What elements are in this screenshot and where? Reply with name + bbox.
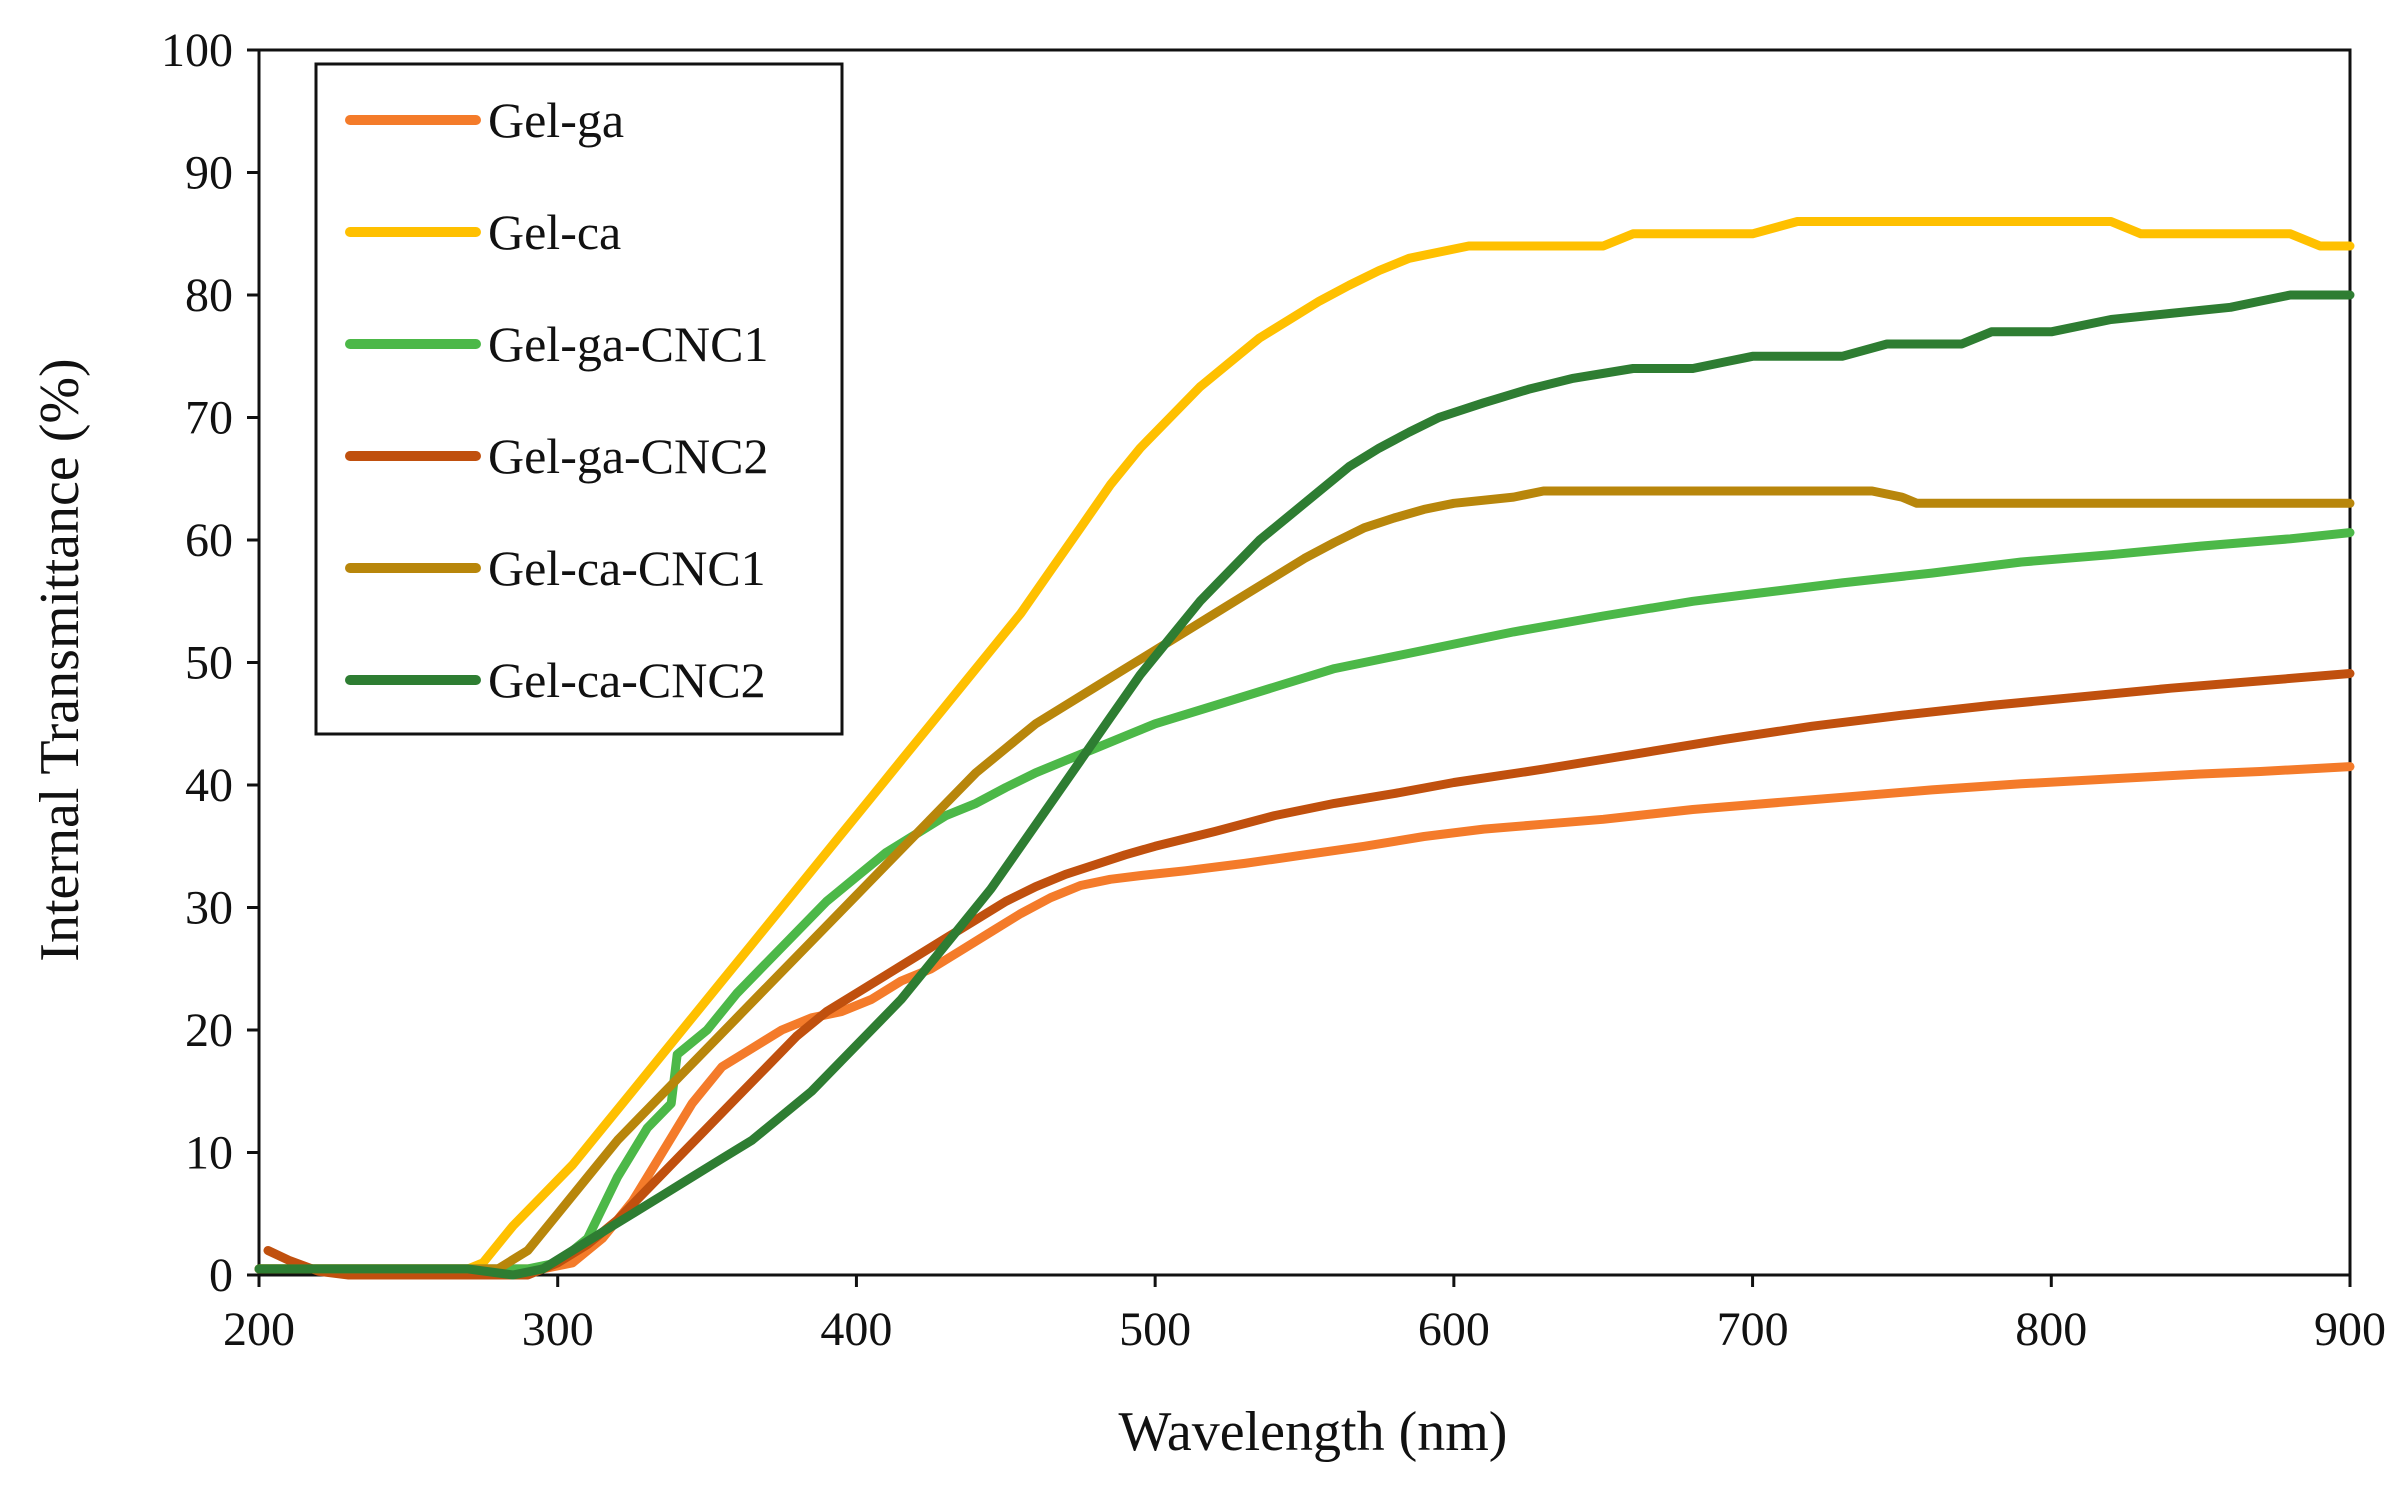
y-tick-label: 70	[185, 392, 233, 445]
x-tick-label: 300	[522, 1303, 594, 1356]
x-axis-ticks: 200 300 400 500 600 700 800 900	[223, 1275, 2386, 1356]
series-line-gel-ga	[254, 762, 2355, 1274]
y-tick-label: 20	[185, 1004, 233, 1057]
x-tick-label: 800	[2015, 1303, 2087, 1356]
y-tick-label: 0	[209, 1249, 233, 1302]
y-axis-title: Internal Transmittance (%)	[29, 358, 91, 961]
legend-label-gel-ca-cnc1: Gel-ca-CNC1	[488, 540, 766, 596]
y-tick-label: 90	[185, 147, 233, 200]
y-tick-label: 30	[185, 882, 233, 935]
series-lines	[254, 217, 2355, 1280]
series-line-gel-ca	[254, 217, 2355, 1274]
legend-label-gel-ca-cnc2: Gel-ca-CNC2	[488, 652, 766, 708]
x-tick-label: 200	[223, 1303, 295, 1356]
legend-label-gel-ga-cnc1: Gel-ga-CNC1	[488, 316, 769, 372]
x-tick-label: 500	[1119, 1303, 1191, 1356]
y-tick-label: 10	[185, 1127, 233, 1180]
legend-box	[314, 62, 844, 736]
y-tick-label: 60	[185, 514, 233, 567]
y-tick-label: 80	[185, 269, 233, 322]
legend-label-gel-ga: Gel-ga	[488, 92, 624, 148]
y-axis-ticks: 0 10 20 30 40 50 60 70 80 90 100	[161, 24, 259, 1302]
x-tick-label: 600	[1418, 1303, 1490, 1356]
legend: Gel-ga Gel-ca Gel-ga-CNC1 Gel-ga-CNC2 Gel-ca…	[314, 62, 844, 736]
y-tick-label: 40	[185, 759, 233, 812]
series-line-gel-ca-cnc2	[254, 290, 2355, 1280]
legend-label-gel-ca: Gel-ca	[488, 204, 621, 260]
y-tick-label: 50	[185, 637, 233, 690]
x-axis-title: Wavelength (nm)	[1119, 1401, 1508, 1463]
x-tick-label: 900	[2314, 1303, 2386, 1356]
x-tick-label: 400	[820, 1303, 892, 1356]
series-line-gel-ca-cnc1	[254, 486, 2355, 1274]
series-line-gel-ga-cnc1	[254, 528, 2355, 1274]
y-tick-label: 100	[161, 24, 233, 77]
legend-label-gel-ga-cnc2: Gel-ga-CNC2	[488, 428, 769, 484]
x-tick-label: 700	[1717, 1303, 1789, 1356]
